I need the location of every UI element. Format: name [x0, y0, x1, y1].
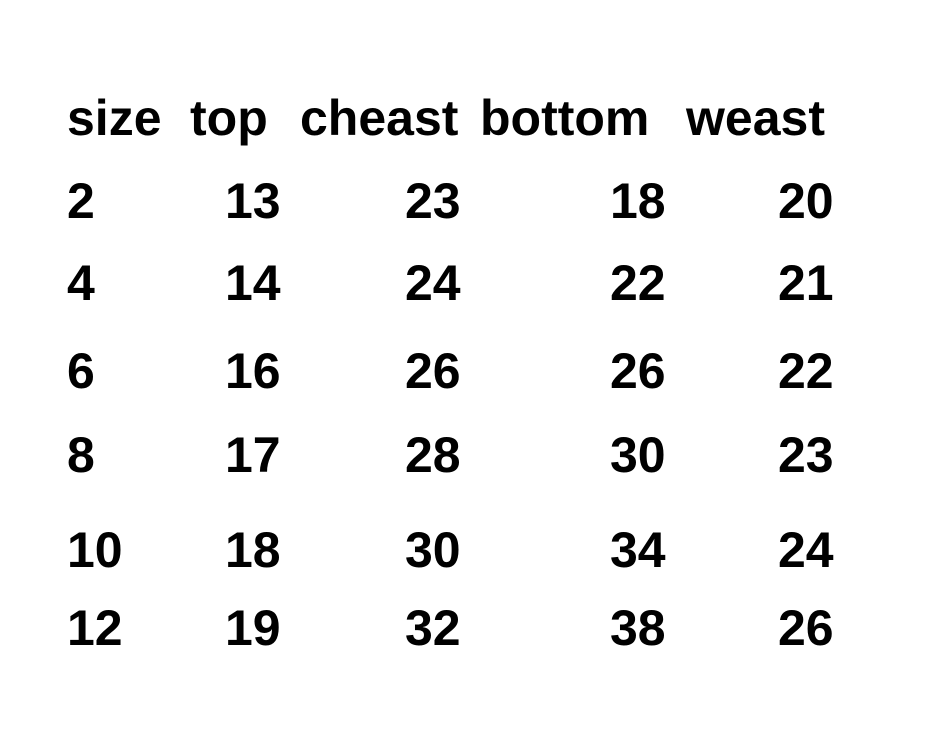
table-cell: 24	[778, 522, 834, 578]
table-cell: 30	[405, 522, 461, 578]
table-cell: 23	[778, 427, 834, 483]
table-cell: 22	[610, 255, 666, 311]
table-cell: 26	[610, 343, 666, 399]
header-cell: top	[190, 90, 268, 146]
table-cell: 13	[225, 173, 281, 229]
table-cell: 26	[778, 600, 834, 656]
table-cell: 18	[225, 522, 281, 578]
header-cell: weast	[685, 90, 825, 146]
table-cell: 18	[610, 173, 666, 229]
table-cell: 16	[225, 343, 281, 399]
header-cell: bottom	[480, 90, 649, 146]
table-cell: 20	[778, 173, 834, 229]
table-cell: 8	[67, 427, 95, 483]
table-cell: 12	[67, 600, 123, 656]
header-cell: cheast	[300, 90, 459, 146]
table-cell: 38	[610, 600, 666, 656]
table-cell: 34	[610, 522, 666, 578]
table-cell: 17	[225, 427, 281, 483]
table-cell: 24	[405, 255, 461, 311]
header-cell: size	[67, 90, 162, 146]
table-cell: 30	[610, 427, 666, 483]
table-cell: 28	[405, 427, 461, 483]
table-cell: 2	[67, 173, 95, 229]
table-cell: 6	[67, 343, 95, 399]
table-cell: 19	[225, 600, 281, 656]
table-cell: 23	[405, 173, 461, 229]
table-cell: 4	[67, 255, 95, 311]
table-cell: 21	[778, 255, 834, 311]
table-cell: 32	[405, 600, 461, 656]
table-cell: 14	[225, 255, 281, 311]
table-cell: 10	[67, 522, 123, 578]
table-cell: 26	[405, 343, 461, 399]
table-cell: 22	[778, 343, 834, 399]
